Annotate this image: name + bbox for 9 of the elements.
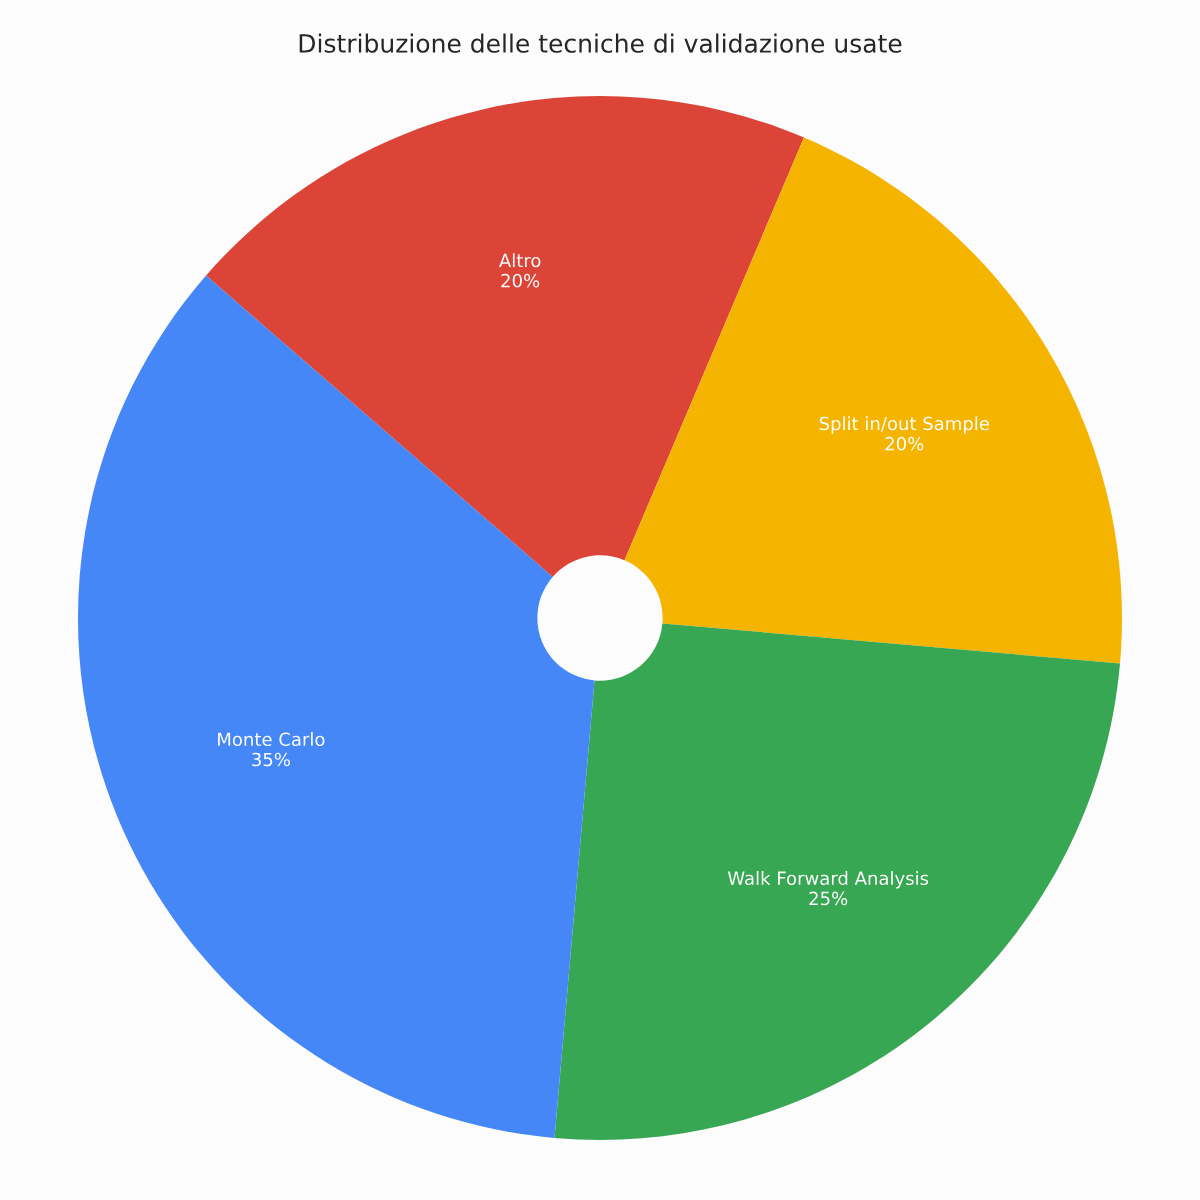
slice-label: Monte Carlo	[218, 732, 325, 747]
data-label: 25%	[809, 891, 848, 906]
slice-label: Split in/out Sample	[819, 416, 989, 434]
chart-title: Distribuzione delle tecniche di validazione usate	[299, 33, 902, 53]
slice-label: Walk Forward Analysis	[727, 871, 929, 889]
data-label: 35%	[252, 752, 290, 767]
data-label: 20%	[501, 273, 540, 288]
slice-label: Altro	[499, 253, 541, 268]
data-label: 20%	[885, 436, 924, 451]
